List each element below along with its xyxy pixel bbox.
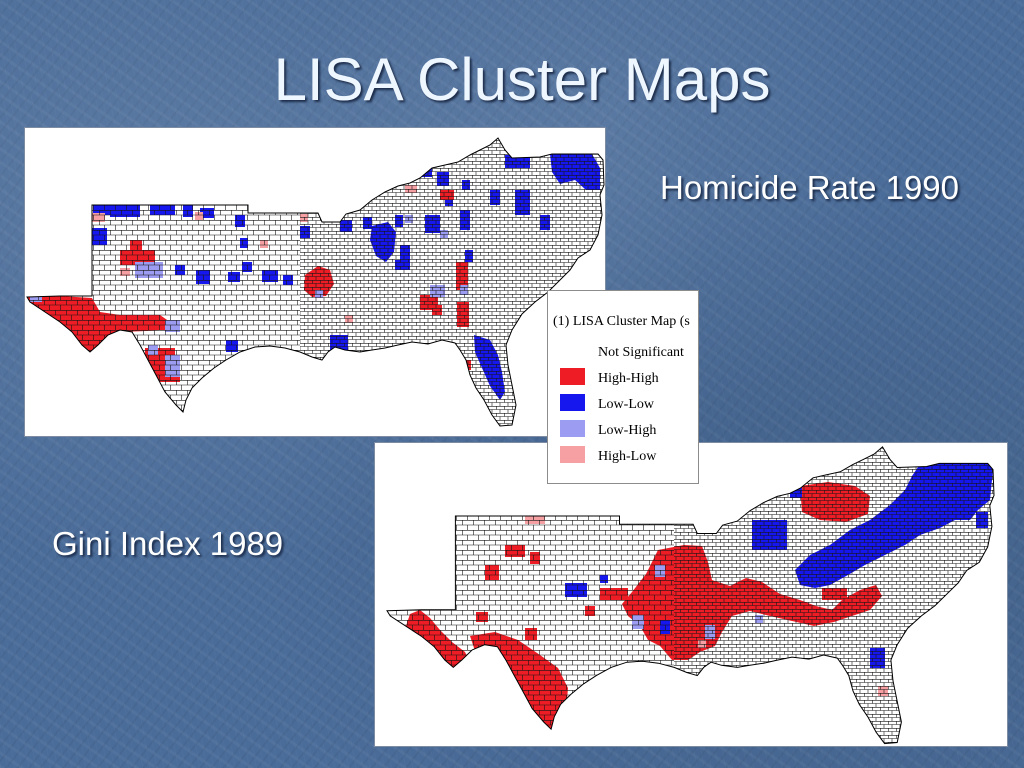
homicide-map-panel (25, 128, 605, 436)
county-boundaries (674, 446, 994, 744)
cluster-high-low (455, 356, 461, 364)
legend-swatch (560, 420, 585, 437)
legend-swatch (560, 342, 585, 359)
county-boundaries (27, 138, 300, 426)
gini-map-panel (375, 443, 1007, 746)
homicide-cluster-map (26, 137, 605, 427)
legend-swatch (560, 368, 585, 385)
legend-item-label: Low-High (598, 423, 657, 438)
legend-item-low-high: Low-High (548, 420, 698, 446)
legend-item-label: Low-Low (598, 397, 654, 412)
legend-item-not-significant: Not Significant (548, 342, 698, 368)
gini-cluster-map (386, 446, 995, 745)
gini-map-label: Gini Index 1989 (52, 525, 284, 562)
legend-swatch (560, 446, 585, 463)
homicide-map-label: Homicide Rate 1990 (660, 169, 959, 206)
legend-item-label: High-High (598, 371, 659, 386)
slide-title: LISA Cluster Maps (273, 46, 771, 113)
map-outline (26, 137, 605, 427)
cluster-low-low (380, 180, 390, 190)
legend-item-label: Not Significant (598, 345, 684, 360)
map-outline (386, 446, 995, 745)
legend-title: (1) LISA Cluster Map (s (553, 314, 690, 329)
legend-item-label: High-Low (598, 449, 657, 464)
county-boundaries (387, 446, 674, 744)
cluster-map-legend: (1) LISA Cluster Map (s Not Significant … (547, 290, 699, 484)
legend-item-high-low: High-Low (548, 446, 698, 472)
legend-item-low-low: Low-Low (548, 394, 698, 420)
legend-swatch (560, 394, 585, 411)
legend-item-high-high: High-High (548, 368, 698, 394)
